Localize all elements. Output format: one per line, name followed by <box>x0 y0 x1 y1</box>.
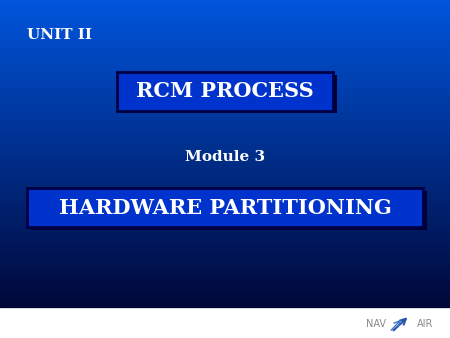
Text: NAV: NAV <box>366 319 386 329</box>
Text: HARDWARE PARTITIONING: HARDWARE PARTITIONING <box>58 198 392 218</box>
Bar <box>0 308 450 338</box>
Text: AIR: AIR <box>417 319 433 329</box>
Bar <box>121 75 337 114</box>
Bar <box>27 189 423 227</box>
Text: Module 3: Module 3 <box>185 150 265 164</box>
Bar <box>117 72 333 111</box>
Bar <box>31 191 427 230</box>
Text: RCM PROCESS: RCM PROCESS <box>136 81 314 101</box>
Text: UNIT II: UNIT II <box>27 28 92 43</box>
